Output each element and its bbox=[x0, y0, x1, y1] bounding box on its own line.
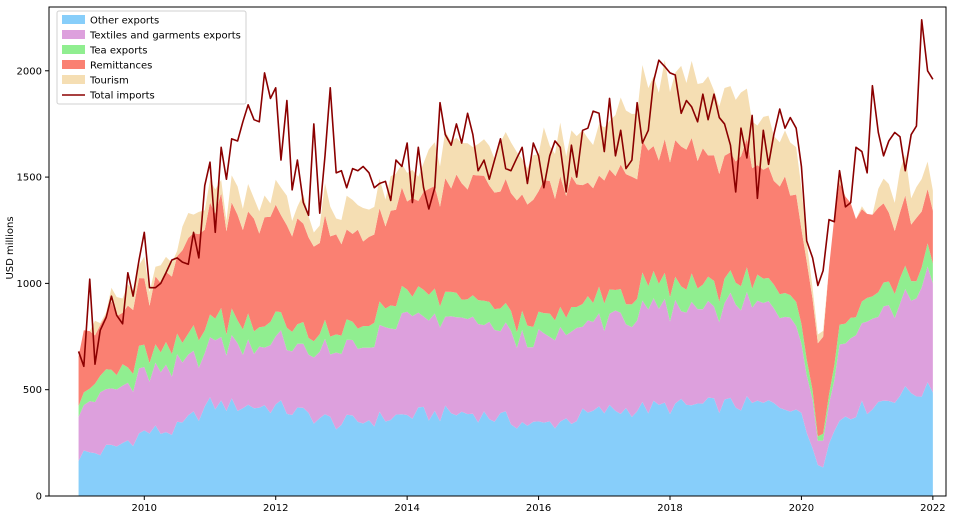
legend-label: Total imports bbox=[89, 91, 155, 102]
legend: Other exports Textiles and garments expor… bbox=[56, 10, 247, 105]
y-tick-label: 0 bbox=[36, 492, 42, 503]
legend-label: Tea exports bbox=[89, 46, 147, 57]
legend-swatch bbox=[62, 15, 85, 24]
legend-label: Tourism bbox=[89, 76, 129, 87]
x-tick-label: 2010 bbox=[132, 503, 157, 514]
y-axis-label: USD millions bbox=[5, 216, 16, 279]
plot-frame bbox=[48, 6, 947, 497]
y-tick-label: 500 bbox=[23, 385, 42, 396]
legend-swatch bbox=[62, 45, 85, 54]
y-tick-label: 1000 bbox=[17, 279, 42, 290]
area-tourism bbox=[78, 60, 933, 357]
legend-box bbox=[56, 10, 247, 105]
area-tea-exports bbox=[78, 243, 933, 441]
y-axis-ticks: 0 500 1000 1500 2000 bbox=[17, 66, 49, 503]
legend-label: Remittances bbox=[90, 61, 152, 72]
x-tick-label: 2020 bbox=[789, 503, 814, 514]
y-tick-label: 2000 bbox=[17, 66, 42, 77]
area-other-exports bbox=[78, 382, 933, 496]
x-tick-label: 2016 bbox=[526, 503, 551, 514]
line-layer bbox=[77, 18, 934, 368]
x-tick-label: 2022 bbox=[920, 503, 945, 514]
legend-swatch bbox=[62, 75, 85, 84]
x-tick-label: 2014 bbox=[394, 503, 419, 514]
area-remittances bbox=[78, 137, 933, 437]
area-layers bbox=[78, 60, 933, 496]
legend-label: Textiles and garments exports bbox=[89, 31, 241, 42]
legend-swatch bbox=[62, 30, 85, 39]
x-axis-ticks: 2010 2012 2014 2016 2018 2020 2022 bbox=[132, 496, 946, 514]
line-total-imports bbox=[77, 18, 934, 368]
x-tick-label: 2012 bbox=[263, 503, 288, 514]
axes bbox=[48, 6, 947, 497]
legend-label: Other exports bbox=[90, 16, 159, 27]
x-tick-label: 2018 bbox=[657, 503, 682, 514]
y-tick-label: 1500 bbox=[17, 173, 42, 184]
area-textiles-and-garments-exports bbox=[78, 266, 933, 468]
legend-swatch bbox=[62, 60, 85, 69]
